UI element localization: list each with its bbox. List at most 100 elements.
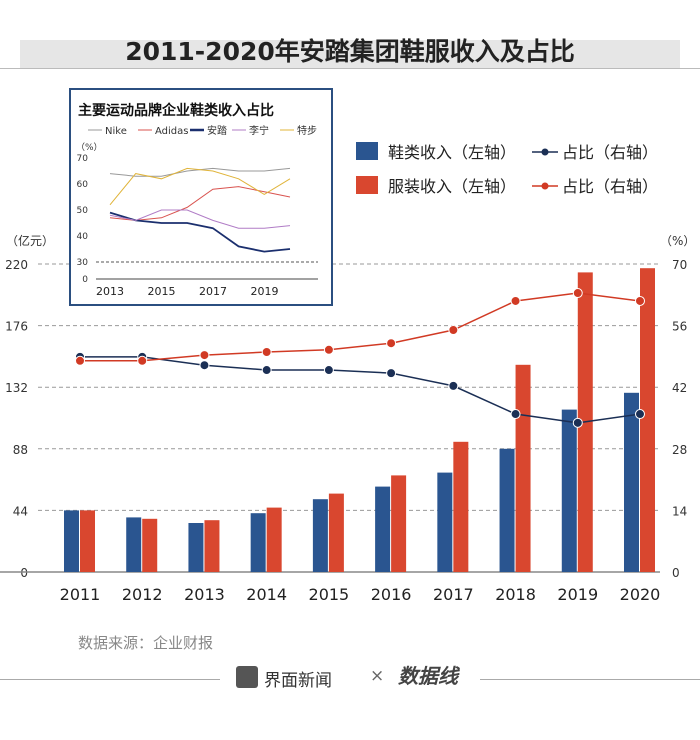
shoe-revenue-bar [188, 523, 204, 572]
inset-x-tick: 2019 [251, 285, 279, 298]
inset-legend-label: 特步 [297, 125, 317, 137]
x-tick-label: 2011 [60, 585, 101, 604]
apparel-revenue-bar [142, 518, 158, 572]
x-tick-label: 2016 [371, 585, 412, 604]
legend-swatch [356, 142, 378, 160]
left-axis-label: （亿元） [6, 233, 54, 248]
title-divider [0, 68, 700, 69]
inset-legend-label: 李宁 [249, 124, 269, 137]
shoe-revenue-bar [250, 513, 266, 572]
shoe-revenue-bar [561, 409, 577, 572]
page-title: 2011-2020年安踏集团鞋服收入及占比 [125, 37, 575, 66]
inset-y-tick: 30 [77, 258, 89, 268]
shoe-share-point [572, 417, 583, 428]
inset-x-tick: 2015 [148, 285, 176, 298]
apparel-revenue-bar [515, 364, 531, 572]
right-tick-label: 28 [672, 443, 687, 457]
title-band [20, 40, 680, 68]
apparel-revenue-bar [266, 507, 282, 572]
shoe-share-point [510, 409, 521, 420]
inset-line-特步 [109, 167, 291, 206]
footer-times: × [370, 666, 385, 686]
footer-brand: 界面新闻 [264, 671, 332, 691]
apparel-revenue-bar [204, 520, 220, 572]
right-tick-label: 42 [672, 381, 687, 395]
x-tick-label: 2019 [557, 585, 598, 604]
legend-label: 鞋类收入（左轴） [388, 143, 516, 162]
left-tick-label: 88 [13, 443, 28, 457]
inset-line-李宁 [109, 209, 291, 229]
right-axis-label: （%） [660, 234, 695, 248]
x-tick-label: 2017 [433, 585, 474, 604]
shoe-revenue-bar [64, 510, 79, 572]
shoe-revenue-bar [126, 517, 142, 572]
inset-line-安踏 [109, 211, 291, 253]
shoe-revenue-bar [499, 448, 515, 572]
inset-y-tick: 70 [77, 154, 89, 164]
left-tick-label: 0 [20, 566, 28, 580]
apparel-share-point [510, 295, 521, 306]
apparel-share-point [635, 295, 645, 306]
x-tick-label: 2012 [122, 585, 163, 604]
apparel-revenue-bar [453, 441, 469, 572]
inset-legend-label: 安踏 [207, 124, 227, 137]
right-tick-label: 56 [672, 320, 687, 334]
inset-y-label: （%） [76, 142, 103, 153]
brand-logo-icon [236, 666, 258, 688]
apparel-share-point [261, 347, 272, 357]
apparel-share-point [448, 325, 459, 335]
legend-swatch [356, 176, 378, 194]
right-tick-label: 14 [672, 504, 687, 518]
inset-y-tick: 40 [77, 232, 89, 242]
apparel-share-point [323, 344, 334, 355]
inset-y-tick: 50 [77, 206, 89, 216]
shoe-share-point [199, 360, 210, 371]
apparel-revenue-bar [328, 493, 344, 572]
inset-y-tick: 0 [82, 275, 88, 285]
apparel-revenue-bar [640, 268, 655, 572]
legend-label: 占比（右轴） [562, 143, 658, 162]
apparel-share-point [572, 288, 583, 299]
x-tick-label: 2015 [309, 585, 350, 604]
shoe-revenue-bar [312, 499, 328, 572]
right-tick-label: 70 [672, 258, 687, 272]
apparel-revenue-bar [80, 510, 95, 572]
legend-swatch-marker [541, 148, 549, 156]
apparel-share-line [80, 292, 641, 362]
apparel-share-point [199, 350, 210, 361]
right-tick-label: 0 [672, 566, 680, 580]
inset-legend-label: Nike [105, 126, 127, 137]
shoe-share-point [448, 380, 459, 391]
shoe-share-point [323, 365, 334, 376]
inset-x-tick: 2013 [96, 285, 124, 298]
apparel-revenue-bar [391, 475, 407, 572]
shoe-revenue-bar [624, 392, 639, 572]
shoe-share-point [386, 368, 397, 379]
inset-title: 主要运动品牌企业鞋类收入占比 [78, 102, 274, 119]
x-tick-label: 2018 [495, 585, 536, 604]
inset-legend-label: Adidas [155, 126, 188, 137]
shoe-share-point [635, 409, 645, 420]
inset-x-tick: 2017 [199, 285, 227, 298]
left-tick-label: 44 [13, 504, 28, 518]
x-tick-label: 2020 [620, 585, 661, 604]
legend-swatch-marker [541, 182, 549, 190]
x-tick-label: 2014 [246, 585, 287, 604]
datawire-logo: 数据线 [398, 664, 458, 688]
footer-divider-right [480, 679, 700, 680]
apparel-share-point [386, 338, 397, 349]
x-tick-label: 2013 [184, 585, 225, 604]
shoe-revenue-bar [437, 472, 453, 572]
left-tick-label: 132 [5, 381, 28, 395]
apparel-share-point [75, 355, 85, 366]
inset-y-tick: 60 [77, 180, 89, 190]
apparel-share-point [137, 355, 148, 366]
shoe-share-point [261, 365, 272, 376]
left-tick-label: 220 [5, 258, 28, 272]
footer-divider-left [0, 679, 220, 680]
shoe-share-line [80, 356, 641, 424]
source-note: 数据来源：企业财报 [78, 634, 214, 652]
legend-label: 占比（右轴） [562, 177, 658, 196]
